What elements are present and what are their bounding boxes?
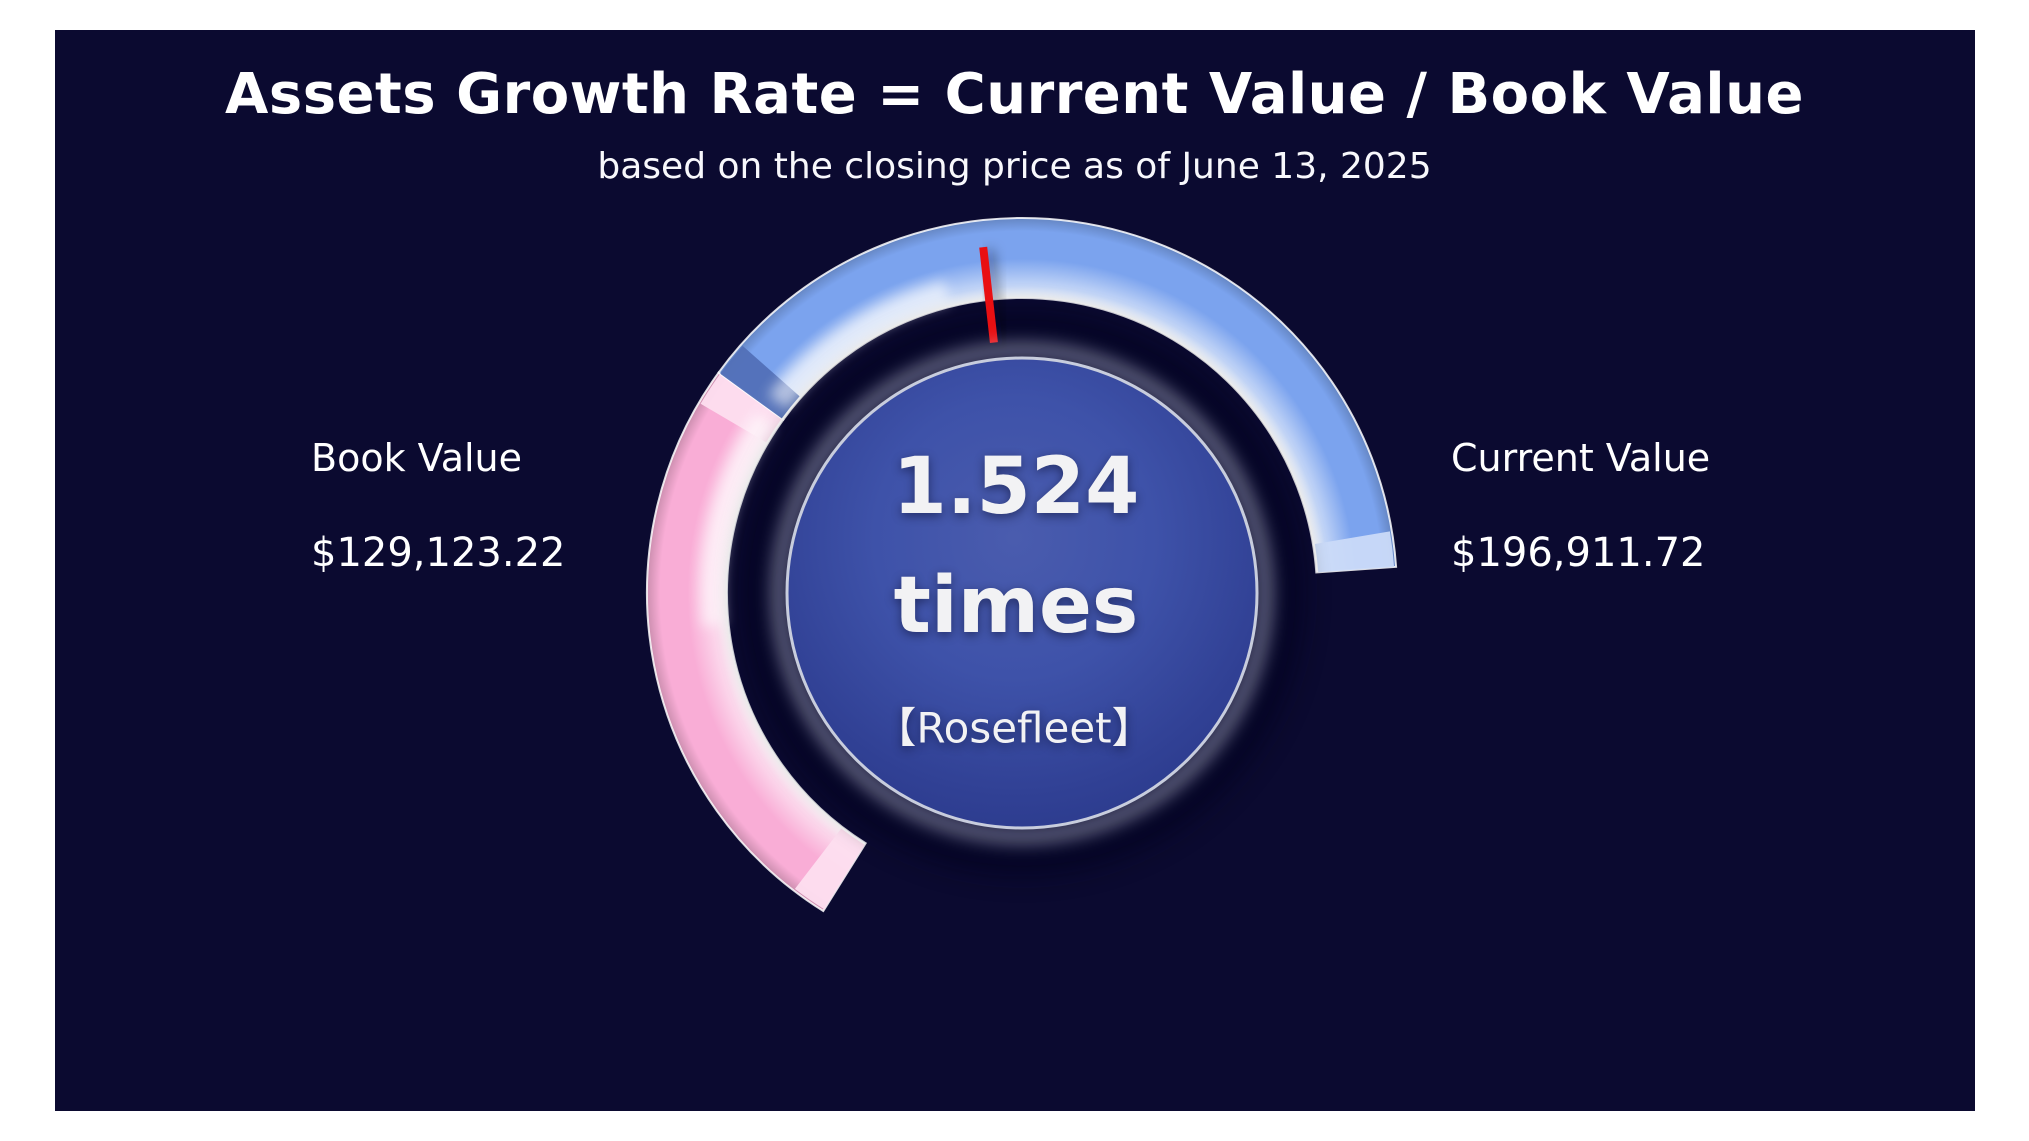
disc-shadow-ring bbox=[738, 309, 1306, 877]
book-value-stat: Book Value $129,123.22 bbox=[311, 436, 565, 576]
chart-subtitle: based on the closing price as of June 13… bbox=[597, 146, 1432, 187]
gauge-value: 1.524 bbox=[892, 442, 1140, 532]
current-value-label: Current Value bbox=[1451, 436, 1711, 480]
book-value-amount: $129,123.22 bbox=[311, 530, 566, 576]
chart-title: Assets Growth Rate = Current Value / Boo… bbox=[225, 62, 1804, 127]
disc-glow bbox=[773, 344, 1271, 842]
gauge-entity: 【Rosefleet】 bbox=[874, 703, 1154, 753]
book-value-label: Book Value bbox=[311, 436, 523, 480]
gauge-disc bbox=[785, 356, 1259, 830]
gloss-highlight bbox=[768, 280, 950, 410]
book-value-arc-bevel bbox=[794, 828, 865, 910]
gauge-unit: times bbox=[893, 561, 1139, 651]
book-value-arc bbox=[646, 371, 868, 913]
needle-shadow bbox=[984, 249, 1005, 347]
gauge-needle bbox=[979, 246, 998, 344]
current-value-stat: Current Value $196,911.72 bbox=[1451, 436, 1710, 576]
current-value-amount: $196,911.72 bbox=[1451, 530, 1706, 576]
gloss-highlight bbox=[700, 412, 775, 627]
current-value-arc-bevel bbox=[1314, 531, 1395, 573]
